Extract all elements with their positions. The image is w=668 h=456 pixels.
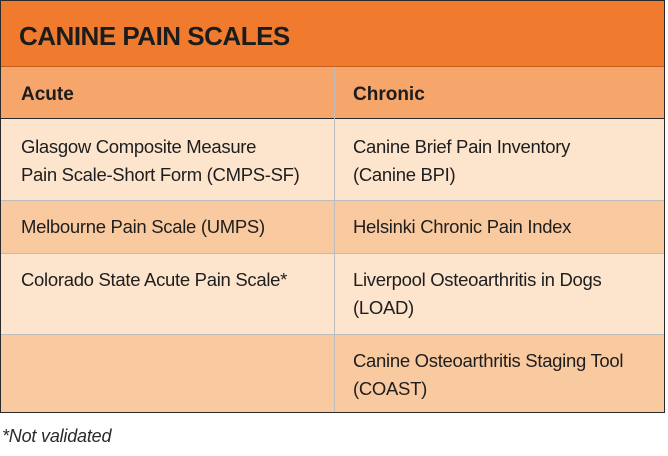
table-row: Glasgow Composite Measure Pain Scale-Sho… — [1, 119, 664, 201]
header-acute: Acute — [21, 84, 74, 105]
cell-line: Liverpool Osteoarthritis in Dogs — [353, 269, 602, 290]
header-chronic: Chronic — [353, 84, 425, 105]
column-divider — [334, 67, 335, 412]
footnote: *Not validated — [2, 426, 112, 446]
cell-line: Helsinki Chronic Pain Index — [353, 216, 572, 237]
acute-cell: Colorado State Acute Pain Scale* — [21, 266, 321, 294]
table-row: Colorado State Acute Pain Scale* Liverpo… — [1, 254, 664, 335]
cell-line: (LOAD) — [353, 297, 414, 318]
chronic-cell: Canine Osteoarthritis Staging Tool (COAS… — [353, 347, 658, 403]
cell-line: (Canine BPI) — [353, 164, 456, 185]
acute-cell: Melbourne Pain Scale (UMPS) — [21, 213, 321, 241]
cell-line: Glasgow Composite Measure — [21, 136, 257, 157]
table-header-row: Acute Chronic — [1, 67, 664, 119]
cell-line: Canine Brief Pain Inventory — [353, 136, 571, 157]
table-title: CANINE PAIN SCALES — [19, 21, 290, 51]
cell-line: Melbourne Pain Scale (UMPS) — [21, 216, 265, 237]
chronic-cell: Helsinki Chronic Pain Index — [353, 213, 658, 241]
cell-line: Pain Scale-Short Form (CMPS-SF) — [21, 164, 300, 185]
table-row: Canine Osteoarthritis Staging Tool (COAS… — [1, 335, 664, 412]
chronic-cell: Canine Brief Pain Inventory (Canine BPI) — [353, 133, 658, 189]
cell-line: (COAST) — [353, 378, 427, 399]
table-title-bar: CANINE PAIN SCALES — [1, 1, 664, 67]
pain-scales-table: CANINE PAIN SCALES Acute Chronic Glasgow… — [0, 0, 665, 413]
cell-line: Canine Osteoarthritis Staging Tool — [353, 350, 624, 371]
table-row: Melbourne Pain Scale (UMPS) Helsinki Chr… — [1, 201, 664, 254]
acute-cell: Glasgow Composite Measure Pain Scale-Sho… — [21, 133, 321, 189]
chronic-cell: Liverpool Osteoarthritis in Dogs (LOAD) — [353, 266, 658, 322]
cell-line: Colorado State Acute Pain Scale* — [21, 269, 288, 290]
